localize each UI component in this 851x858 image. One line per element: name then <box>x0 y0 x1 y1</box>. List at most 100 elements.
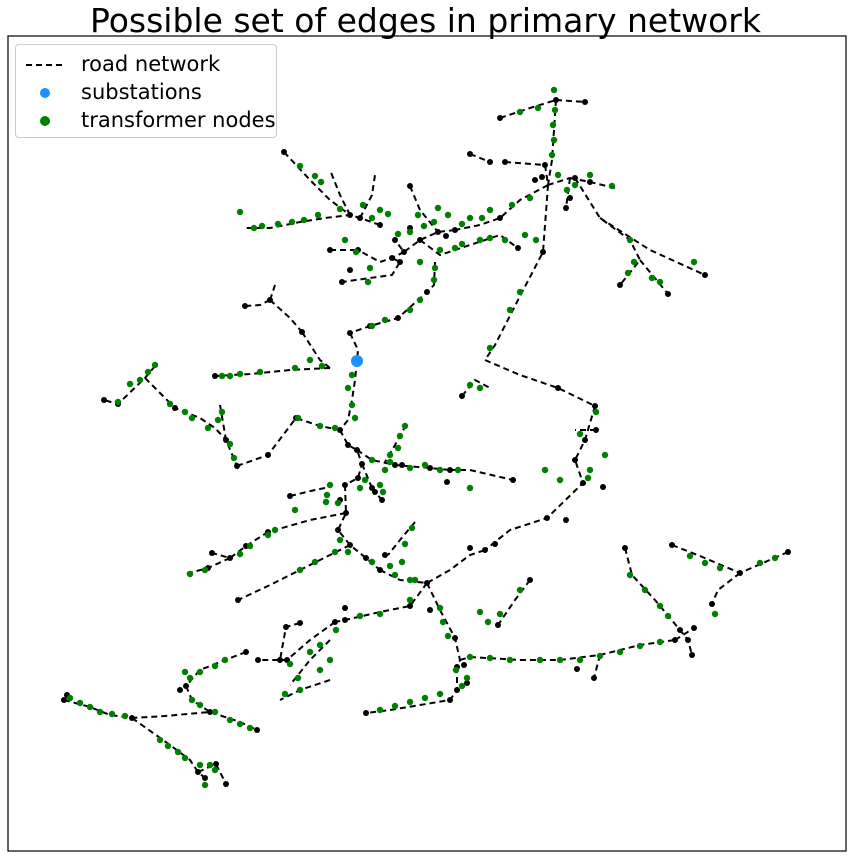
road-edge <box>131 717 206 779</box>
road-edge <box>671 544 789 575</box>
transformer-node <box>401 540 409 548</box>
junction-node <box>299 329 305 335</box>
junction-node <box>267 297 273 303</box>
transformer-node <box>466 484 474 492</box>
road-edge <box>269 299 303 333</box>
transformer-node <box>86 703 94 711</box>
junction-node <box>234 463 240 469</box>
transformer-node <box>626 236 634 244</box>
junction-node <box>553 97 559 103</box>
transformer-node <box>534 104 542 112</box>
road-edge <box>349 261 436 334</box>
transformer-node <box>336 205 344 213</box>
transformer-node <box>201 781 209 789</box>
junction-node <box>407 183 413 189</box>
transformer-node <box>316 641 324 649</box>
transformer-node <box>466 653 474 661</box>
transformer-node <box>66 694 74 702</box>
transformer-node <box>463 674 471 682</box>
junction-node <box>377 567 383 573</box>
junction-node <box>495 622 501 628</box>
transformer-node <box>458 240 466 248</box>
road-edge <box>144 377 227 441</box>
road-edge <box>211 512 347 560</box>
transformer-node <box>406 576 414 584</box>
junction-node <box>337 427 343 433</box>
transformer-node <box>551 106 559 114</box>
road-edge <box>361 463 373 489</box>
substation-nodes <box>351 355 363 367</box>
junction-node <box>497 215 503 221</box>
junction-node <box>363 555 369 561</box>
road-edge <box>469 153 491 163</box>
transformer-node <box>258 222 266 230</box>
transformer-node <box>336 536 344 544</box>
transformer-node <box>571 181 579 189</box>
junction-node <box>347 267 353 273</box>
junction-node <box>622 545 628 551</box>
transformer-node <box>188 696 196 704</box>
transformer-node <box>144 368 152 376</box>
junction-node <box>593 427 599 433</box>
junction-node <box>532 177 538 183</box>
transformer-node <box>386 562 394 570</box>
junction-node <box>342 617 348 623</box>
transformer-node <box>306 648 314 656</box>
transformer-node <box>136 376 144 384</box>
junction-node <box>447 467 453 473</box>
junction-node <box>452 227 458 233</box>
transformer-node <box>556 656 564 664</box>
road-edge <box>244 299 271 307</box>
transformer-node <box>368 214 376 222</box>
transformer-node <box>486 654 494 662</box>
transformer-node <box>550 86 558 94</box>
junction-node <box>235 597 241 603</box>
junction-node <box>172 405 178 411</box>
transformer-node <box>246 724 254 732</box>
transformer-node <box>478 214 486 222</box>
transformer-node <box>476 608 484 616</box>
junction-node <box>357 215 363 221</box>
transformer-node <box>156 736 164 744</box>
legend-item-substations: substations <box>16 77 276 105</box>
transformer-node <box>326 656 334 664</box>
junction-node <box>101 397 107 403</box>
transformer-node <box>348 401 356 409</box>
transformer-node <box>201 566 209 574</box>
junction-node <box>399 462 405 468</box>
transformer-node <box>711 610 719 618</box>
junction-node <box>672 637 678 643</box>
junction-node <box>587 179 593 185</box>
junction-node <box>592 403 598 409</box>
junction-node <box>600 484 606 490</box>
road-edge <box>547 99 557 186</box>
transformer-node <box>486 344 494 352</box>
transformer-node <box>476 384 484 392</box>
transformer-node <box>166 400 174 408</box>
transformer-node <box>274 220 282 228</box>
junction-node <box>195 769 201 775</box>
junction-node <box>183 683 189 689</box>
junction-node <box>544 515 550 521</box>
road-edge <box>365 667 458 714</box>
transformer-node <box>181 668 189 676</box>
junction-node <box>297 620 303 626</box>
transformer-node <box>466 381 474 389</box>
transformer-node <box>476 236 484 244</box>
transformer-node <box>236 208 244 216</box>
transformer-node <box>181 408 189 416</box>
transformer-node <box>376 706 384 714</box>
transformer-node <box>756 559 764 567</box>
junction-node <box>444 479 450 485</box>
transformer-node <box>286 660 294 668</box>
chart-title: Possible set of edges in primary network <box>89 1 761 40</box>
transformer-node <box>226 716 234 724</box>
transformer-node <box>516 288 524 296</box>
junction-node <box>555 385 561 391</box>
junction-node <box>591 675 597 681</box>
transformer-node <box>364 278 372 286</box>
transformer-node <box>376 610 384 618</box>
transformer-node <box>408 524 416 532</box>
junction-node <box>689 652 695 658</box>
junction-node <box>702 272 708 278</box>
